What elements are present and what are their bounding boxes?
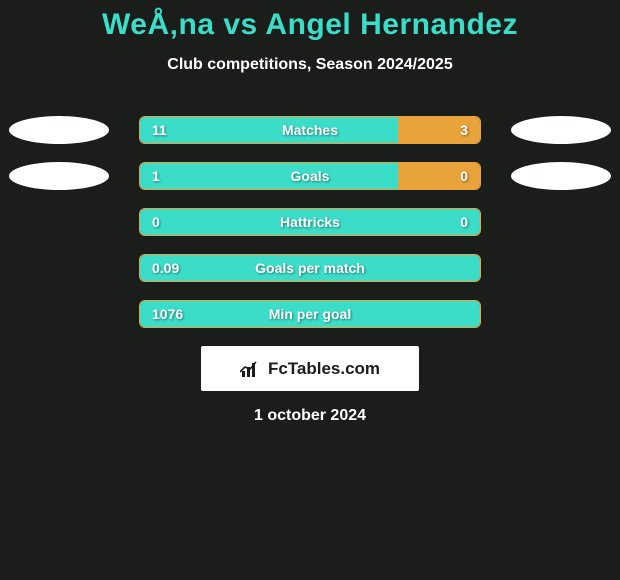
player-right-avatar — [511, 116, 611, 144]
stat-label: Hattricks — [280, 214, 340, 230]
branding-logo[interactable]: FcTables.com — [201, 346, 419, 391]
stat-bar: 1 Goals 0 — [139, 162, 481, 190]
stat-value-left: 1 — [152, 168, 160, 184]
stat-row-min-per-goal: 1076 Min per goal — [0, 300, 620, 328]
player-right-avatar — [511, 162, 611, 190]
player-left-avatar — [9, 116, 109, 144]
date-label: 1 october 2024 — [0, 407, 620, 425]
stat-bar: 1076 Min per goal — [139, 300, 481, 328]
player-left-avatar — [9, 162, 109, 190]
stat-row-goals-per-match: 0.09 Goals per match — [0, 254, 620, 282]
stat-label: Matches — [282, 122, 338, 138]
stat-value-left: 1076 — [152, 306, 183, 322]
stat-row-goals: 1 Goals 0 — [0, 162, 620, 190]
stat-bar-left-fill — [140, 117, 398, 143]
stat-row-hattricks: 0 Hattricks 0 — [0, 208, 620, 236]
stat-row-matches: 11 Matches 3 — [0, 116, 620, 144]
stat-label: Goals — [291, 168, 330, 184]
stat-label: Goals per match — [255, 260, 365, 276]
stat-value-right: 0 — [460, 168, 468, 184]
chart-icon — [240, 360, 262, 378]
page-title: WeÅ‚na vs Angel Hernandez — [0, 8, 620, 42]
subtitle: Club competitions, Season 2024/2025 — [0, 56, 620, 74]
stat-value-left: 0 — [152, 214, 160, 230]
stat-bar: 0.09 Goals per match — [139, 254, 481, 282]
stat-value-left: 0.09 — [152, 260, 179, 276]
stat-label: Min per goal — [269, 306, 351, 322]
stat-bar-left-fill — [140, 163, 398, 189]
comparison-widget: WeÅ‚na vs Angel Hernandez Club competiti… — [0, 0, 620, 425]
logo-text: FcTables.com — [268, 359, 380, 379]
stat-value-right: 0 — [460, 214, 468, 230]
stat-bar: 11 Matches 3 — [139, 116, 481, 144]
stat-value-right: 3 — [460, 122, 468, 138]
stat-bar: 0 Hattricks 0 — [139, 208, 481, 236]
stat-value-left: 11 — [152, 122, 167, 138]
